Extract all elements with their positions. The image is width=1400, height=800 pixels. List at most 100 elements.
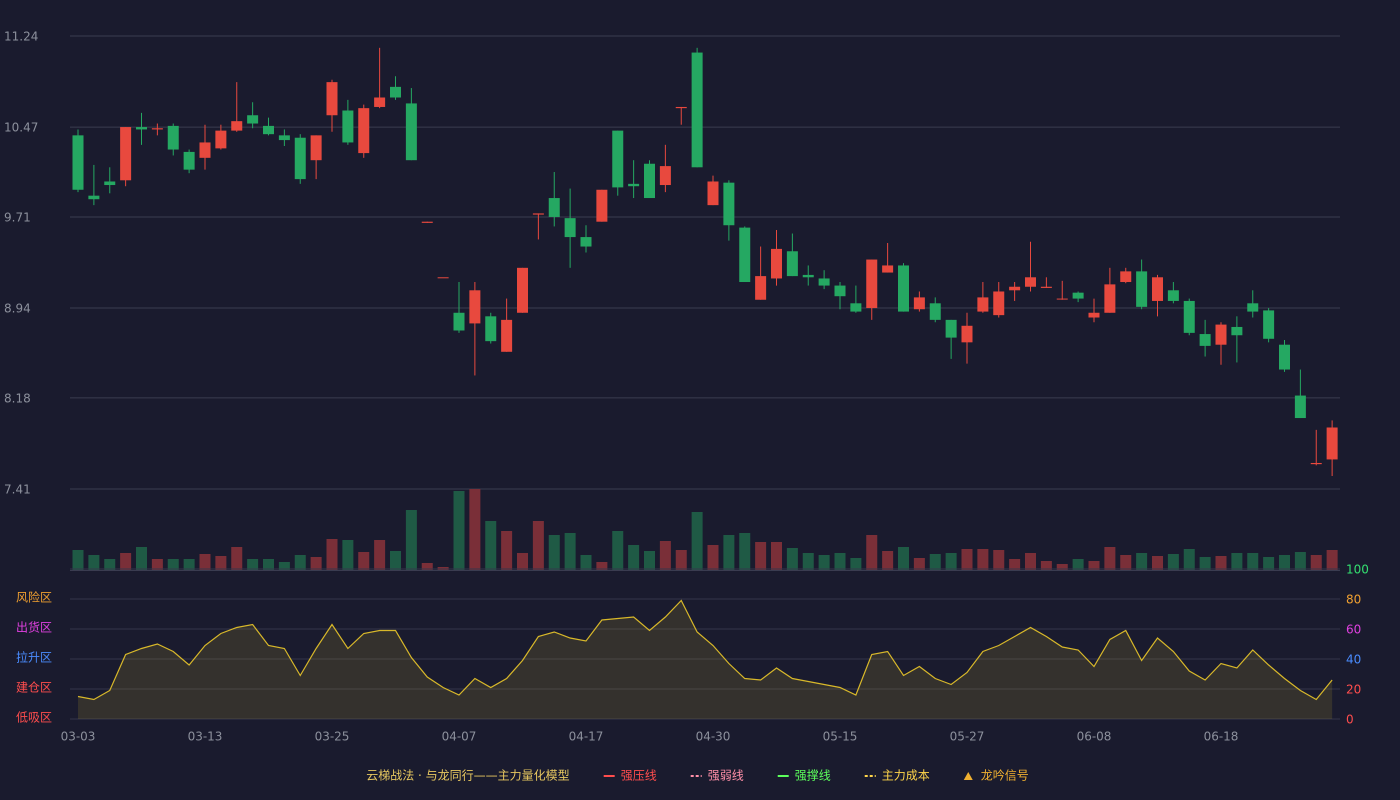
y-tick-label: 9.71 [4,210,31,224]
candle-body [263,125,274,135]
candle-body [501,319,513,352]
candle-body [453,312,465,331]
volume-bar [405,510,417,570]
volume-bar [310,557,322,570]
volume-bar [866,535,878,570]
y-tick-label: 10.47 [4,121,38,135]
candle-body [421,221,433,223]
volume-bar [1215,556,1227,570]
volume-bar [231,547,243,570]
volume-bar [326,539,338,570]
volume-bar [263,559,274,570]
candle-body [1152,277,1163,301]
candle-body [1279,344,1290,370]
x-tick-label: 05-27 [950,730,985,744]
candle-body [199,142,211,158]
volume-bar [548,535,560,570]
x-tick-label: 04-17 [569,730,604,744]
volume-bar [1167,554,1179,570]
volume-bar [802,553,814,570]
volume-bar [1136,553,1148,570]
volume-bar [1183,549,1195,570]
candle-body [612,130,624,188]
candle-body [1310,462,1322,465]
volume-bar [786,548,798,570]
y-tick-label: 8.18 [4,391,31,405]
candle-body [1056,298,1068,300]
legend-label: 强压线 [621,769,657,783]
candle-body [374,97,386,107]
volume-bar [278,562,290,570]
candle-body [1199,334,1211,346]
candle-body [755,276,767,300]
y2-tick-label: 0 [1346,713,1354,727]
candle-body [739,227,751,283]
volume-bar [1152,556,1163,570]
volume-bar [564,533,576,570]
volume-bar [882,551,894,570]
candle-body [1263,310,1275,339]
candle-body [1326,427,1338,460]
legend-icon [963,772,973,780]
volume-bar [1247,553,1259,570]
candle-body [866,259,878,309]
candle-body [1136,271,1148,307]
candle-body [628,183,640,187]
candle-body [1183,300,1195,333]
candle-body [786,251,798,277]
volume-bar [1072,559,1084,570]
candle-body [961,325,973,343]
volume-bar [167,559,179,570]
volume-bar [532,521,544,570]
zone-label: 拉升区 [16,650,52,665]
volume-bar [707,545,719,570]
volume-bar [469,489,481,570]
volume-bar [199,554,211,570]
volume-bar [961,549,973,570]
candle-body [1167,290,1179,301]
candle-body [596,189,608,222]
candle-body [644,163,655,199]
candle-body [485,316,497,342]
volume-bar [1056,564,1068,570]
volume-bar [913,558,925,570]
candle-body [818,278,830,286]
volume-bar [644,551,655,570]
candle-body [532,213,544,215]
volume-bar [1120,555,1132,570]
volume-bar [104,559,116,570]
volume-bar [596,562,608,570]
volume-bar [818,555,830,570]
volume-bar [88,555,100,570]
candle-body [405,103,417,161]
x-tick-label: 03-25 [315,730,350,744]
candle-body [342,110,354,143]
volume-bar [1088,561,1100,570]
volume-bar [501,531,513,570]
y-tick-label: 8.94 [4,302,31,316]
candle-body [278,135,290,141]
volume-bar [120,553,132,570]
y2-tick-label: 20 [1346,683,1361,697]
volume-bar [723,535,735,570]
candle-body [167,125,179,150]
candle-body [548,198,560,217]
volume-bar [247,559,259,570]
candle-body [675,106,687,109]
candle-body [88,195,100,200]
volume-bar [1009,559,1021,570]
candle-body [580,237,592,247]
candle-body [850,303,862,312]
candle-body [1231,326,1243,336]
candle-body [882,265,894,273]
candle-body [1120,271,1132,283]
candle-body [898,265,909,312]
candle-body [390,86,401,98]
volume-bar [977,549,989,570]
candle-body [1025,277,1036,287]
candle-body [247,115,259,124]
candle-body [707,181,719,206]
volume-bar [1326,550,1338,570]
zone-label: 风险区 [16,590,52,605]
candle-body [215,130,227,149]
